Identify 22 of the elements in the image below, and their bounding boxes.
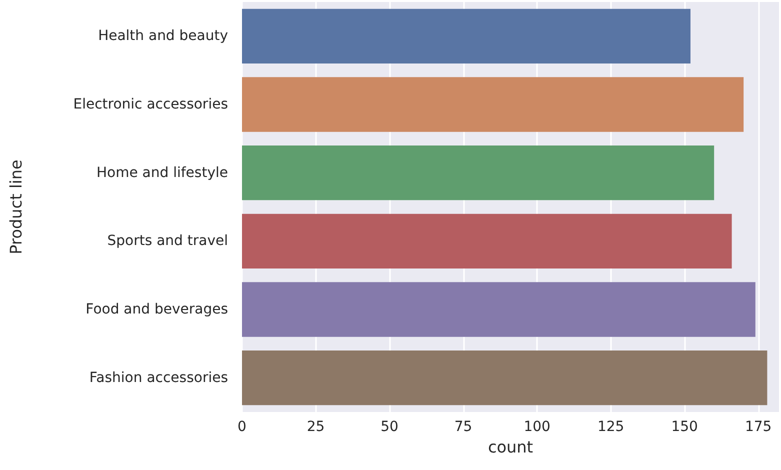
- bar: [242, 282, 756, 337]
- x-tick-label: 100: [524, 419, 550, 435]
- x-tick-label: 25: [306, 419, 325, 435]
- x-tick-label: 75: [454, 419, 472, 435]
- bar: [242, 350, 768, 406]
- y-tick-label: Health and beauty: [98, 28, 228, 44]
- y-tick-label: Electronic accessories: [73, 96, 228, 112]
- x-tick-label: 175: [744, 419, 772, 435]
- x-tick-label: 150: [671, 419, 698, 435]
- x-tick-label: 0: [238, 419, 246, 435]
- x-tick-label: 50: [380, 419, 398, 435]
- y-tick-label: Home and lifestyle: [96, 164, 228, 181]
- x-tick-label: 125: [597, 419, 624, 435]
- y-tick-label: Food and beverages: [86, 302, 228, 318]
- bar: [242, 146, 714, 200]
- bar: [242, 8, 690, 64]
- bar: [242, 214, 732, 268]
- x-axis-title: count: [488, 437, 534, 456]
- y-tick-label: Fashion accessories: [89, 370, 228, 386]
- y-axis-title: Product line: [6, 160, 26, 254]
- bar: [242, 77, 744, 132]
- y-tick-label: Sports and travel: [107, 233, 228, 250]
